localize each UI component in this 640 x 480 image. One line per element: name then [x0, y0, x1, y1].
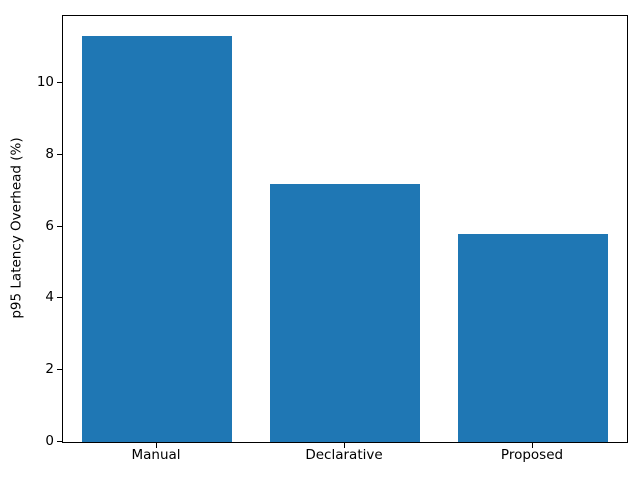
x-tick-mark: [156, 443, 157, 448]
bar-declarative: [269, 183, 421, 442]
x-tick-mark: [532, 443, 533, 448]
y-tick-label: 4: [45, 289, 54, 306]
bar-manual: [81, 36, 233, 442]
y-tick-label: 8: [45, 145, 54, 162]
plot-area: [62, 15, 628, 443]
x-tick-label-manual: Manual: [131, 447, 181, 463]
y-tick-label: 0: [45, 433, 54, 449]
y-tick-mark: [57, 369, 62, 371]
y-tick-mark: [57, 225, 62, 227]
x-tick-label-proposed: Proposed: [500, 447, 564, 463]
y-tick-mark: [57, 82, 62, 84]
y-tick-label: 2: [45, 361, 54, 378]
x-tick-label-declarative: Declarative: [305, 447, 383, 463]
x-tick-mark: [344, 443, 345, 448]
y-tick-label: 10: [36, 74, 54, 91]
y-tick-mark: [57, 297, 62, 299]
y-tick-mark: [57, 153, 62, 155]
y-tick-mark: [57, 441, 62, 442]
y-tick-label: 6: [45, 217, 54, 234]
bar-proposed: [457, 233, 609, 442]
